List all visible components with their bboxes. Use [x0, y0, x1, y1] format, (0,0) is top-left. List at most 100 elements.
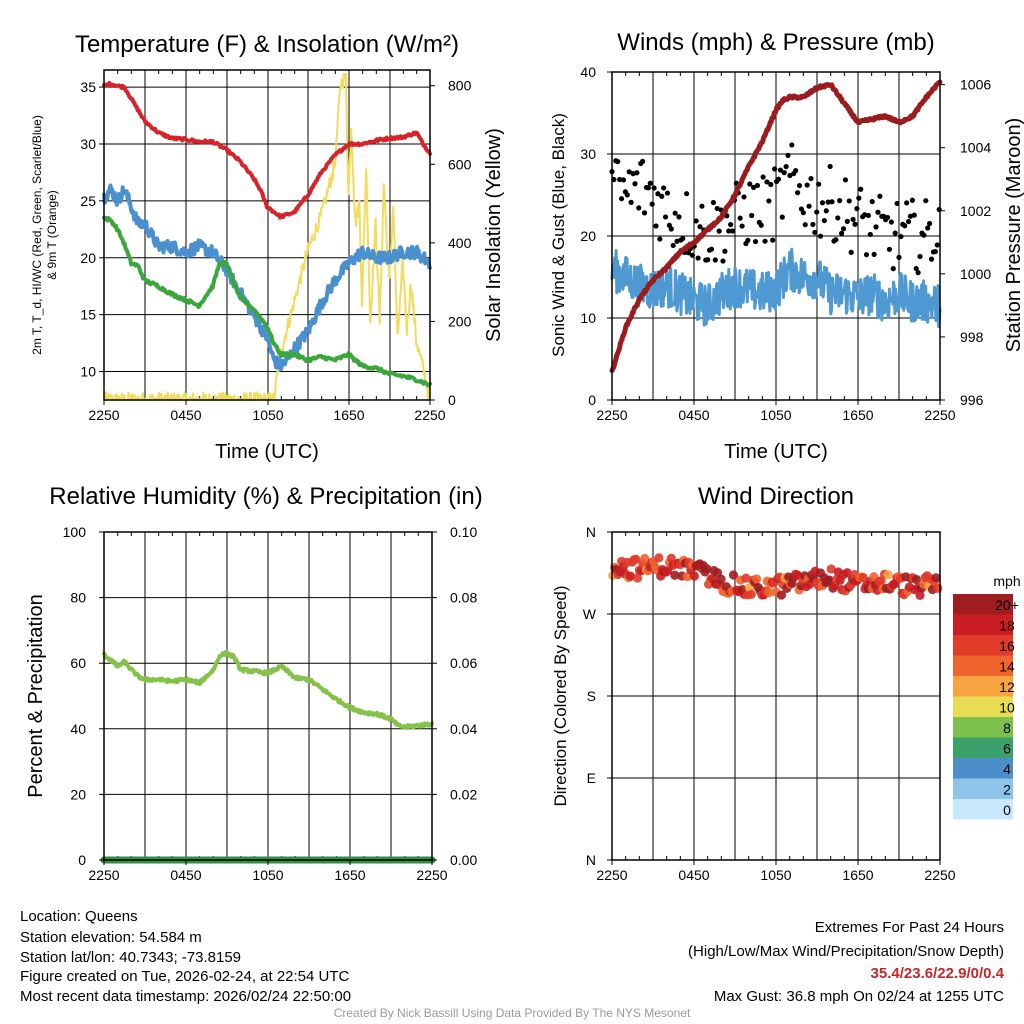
colorbar-swatch: [953, 758, 1013, 779]
heat-index-line: [102, 183, 432, 372]
direction-point: [741, 573, 751, 583]
gust-point: [863, 252, 870, 258]
gust-point: [932, 248, 938, 255]
temp-y-tick-label: 35: [80, 79, 96, 95]
colorbar-label: 10: [999, 700, 1015, 716]
temp-y-tick-label: 10: [80, 364, 96, 380]
gust-point: [775, 176, 782, 182]
direction-point: [746, 589, 756, 600]
footer-latlon: Station lat/lon: 40.7343; -73.8159: [20, 949, 242, 966]
gust-point: [840, 226, 847, 232]
gust-point: [783, 163, 789, 170]
footer-location: Location: Queens: [20, 908, 138, 925]
gust-point: [728, 221, 734, 228]
colorbar-swatch: [953, 778, 1013, 799]
gust-point: [766, 198, 772, 204]
gust-point: [745, 237, 751, 243]
wind-title: Winds (mph) & Pressure (mb): [617, 29, 934, 56]
gust-point: [789, 142, 795, 148]
gust-point: [693, 218, 699, 224]
wdir-x-tick-label: 2250: [596, 867, 627, 883]
gust-point: [785, 152, 791, 158]
gust-point: [768, 181, 774, 188]
wind-y2-tick-label: 1002: [960, 203, 991, 219]
gust-point: [917, 253, 923, 260]
gust-point: [844, 218, 850, 225]
gust-point: [710, 199, 717, 206]
rh-title: Relative Humidity (%) & Precipitation (i…: [49, 483, 482, 510]
gust-point: [842, 177, 849, 183]
colorbar-swatch: [953, 737, 1013, 758]
colorbar-swatch: [953, 676, 1013, 697]
temp-x-tick-label: 1050: [252, 407, 283, 423]
gust-point: [806, 203, 812, 209]
rh-y-tick-label: 60: [70, 655, 86, 671]
colorbar-swatch: [953, 655, 1013, 676]
wdir-y-tick-label: S: [587, 688, 596, 704]
gust-point: [649, 201, 655, 207]
wind-y2-axis-label: Station Pressure (Maroon): [1003, 118, 1024, 353]
gust-point: [821, 217, 827, 224]
rh-x-tick-label: 1050: [252, 867, 283, 883]
gust-point: [873, 224, 879, 230]
gust-point: [850, 216, 856, 223]
gust-point: [737, 215, 743, 221]
gust-point: [894, 200, 900, 207]
gust-point: [923, 198, 929, 204]
direction-point: [931, 573, 941, 583]
wind-y-axis-label: Sonic Wind & Gust (Blue, Black): [549, 113, 568, 357]
gust-point: [808, 175, 814, 182]
gust-point: [661, 185, 667, 191]
colorbar-swatch: [953, 696, 1013, 717]
temp-y-axis-label-line2: & 9m T (Orange): [45, 190, 59, 280]
temp-x-tick-label: 0450: [170, 407, 201, 423]
temp-y2-tick-label: 800: [448, 78, 472, 94]
rh-x-tick-label: 2250: [416, 867, 447, 883]
gust-point: [888, 219, 894, 225]
rh-y2-tick-label: 0.00: [450, 852, 477, 868]
colorbar-label: 16: [999, 638, 1015, 654]
gust-point: [854, 206, 860, 212]
colorbar-label: 20+: [995, 597, 1019, 613]
gust-point: [829, 199, 835, 205]
direction-point: [728, 570, 739, 580]
gust-point: [664, 190, 671, 196]
gust-point: [787, 172, 793, 179]
gust-point: [819, 200, 826, 206]
gust-point: [867, 231, 873, 238]
gust-point: [684, 191, 690, 197]
gust-point: [617, 176, 623, 183]
gust-point: [762, 238, 768, 244]
direction-point: [933, 583, 943, 593]
gust-point: [934, 242, 940, 248]
temp-y-tick-label: 30: [80, 136, 96, 152]
wdir-y-tick-label: N: [586, 524, 596, 540]
rh-x-tick-label: 0450: [170, 867, 201, 883]
temp-x-tick-label: 2250: [88, 407, 119, 423]
colorbar-label: 6: [1003, 741, 1011, 757]
wind-y-tick-label: 40: [580, 64, 596, 80]
gust-point: [624, 192, 630, 198]
direction-point: [826, 564, 836, 574]
gust-point: [886, 246, 893, 252]
wdir-x-tick-label: 1650: [842, 867, 873, 883]
gust-point: [802, 222, 808, 228]
direction-point: [776, 590, 787, 600]
gust-point: [699, 203, 705, 209]
rh-y-axis-label: Percent & Precipitation: [25, 594, 47, 797]
temp-x-axis-label: Time (UTC): [215, 441, 319, 463]
direction-point: [640, 553, 650, 564]
gust-point: [839, 230, 845, 236]
temp-x-tick-label: 2250: [414, 407, 445, 423]
gust-point: [779, 214, 785, 220]
gust-point: [814, 209, 820, 215]
wdir-y-tick-label: E: [587, 770, 596, 786]
extremes-title: Extremes For Past 24 Hours: [814, 919, 1004, 936]
temp-y2-tick-label: 400: [448, 235, 472, 251]
gust-point: [837, 198, 843, 204]
gust-point: [913, 265, 919, 272]
gust-point: [856, 195, 862, 201]
rh-y2-tick-label: 0.08: [450, 590, 477, 606]
colorbar-swatch: [953, 635, 1013, 656]
